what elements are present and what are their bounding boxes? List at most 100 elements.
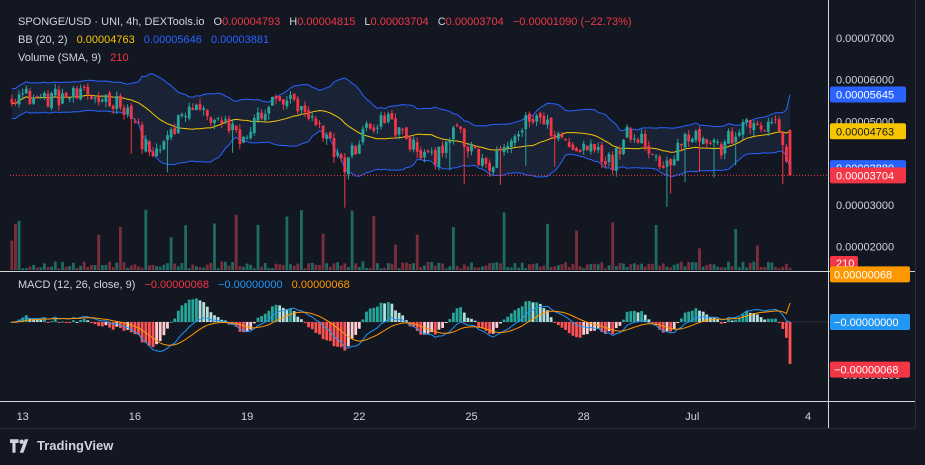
volume-bar xyxy=(723,267,727,270)
volume-bar xyxy=(647,263,651,270)
candle-body xyxy=(21,93,25,95)
macd-histogram-bar xyxy=(633,310,636,322)
candles xyxy=(10,83,792,208)
candle-body xyxy=(560,134,564,138)
candle-body xyxy=(176,115,180,133)
volume-bar xyxy=(712,264,716,270)
candle-body xyxy=(520,130,524,133)
volume-bar xyxy=(499,263,502,270)
candle-body xyxy=(314,118,318,126)
macd-badge xyxy=(830,314,910,330)
macd-histogram-bar xyxy=(683,312,687,322)
candle-body xyxy=(252,118,256,134)
volume-bar xyxy=(263,262,267,270)
candle-body xyxy=(455,125,459,126)
candle-body xyxy=(611,154,615,170)
macd-histogram-bar xyxy=(745,311,748,322)
macd-histogram-bar xyxy=(651,322,654,323)
time-tick-label: Jul xyxy=(685,411,699,423)
candle-body xyxy=(589,143,593,152)
volume-name: Volume (SMA, 9) xyxy=(18,52,102,64)
candle-body xyxy=(328,132,332,139)
candle-body xyxy=(318,123,321,124)
macd-histogram-bar xyxy=(759,317,763,322)
macd-histogram-bar xyxy=(466,317,470,322)
bb-upper-value: 0.00005646 xyxy=(143,34,202,46)
macd-histogram-bar xyxy=(21,317,25,322)
macd-histogram-bar xyxy=(394,310,397,322)
candle-body xyxy=(513,136,517,143)
volume-bar xyxy=(654,225,658,270)
volume-bar xyxy=(343,263,347,270)
macd-histogram-bar xyxy=(50,321,53,323)
tradingview-logo: TradingView xyxy=(10,438,113,453)
volume-bar xyxy=(405,262,408,270)
volume-bar xyxy=(336,262,339,270)
macd-histogram-bar xyxy=(390,303,394,322)
volume-bar xyxy=(256,224,260,270)
macd-histogram-bar xyxy=(748,312,752,322)
macd-histogram-bar xyxy=(325,322,329,341)
macd-histogram-bar xyxy=(622,319,625,322)
volume-bar xyxy=(423,265,426,270)
candle-body xyxy=(263,114,267,121)
time-axis[interactable]: 13 16 19 22 25 28 Jul 4 xyxy=(17,411,812,423)
volume-bar xyxy=(578,266,582,270)
macd-histogram-bar xyxy=(538,303,542,322)
close-value: 0.00003704 xyxy=(445,16,504,28)
volume-bar xyxy=(618,262,622,270)
macd-histogram-bar xyxy=(658,322,662,330)
candle-body xyxy=(289,95,292,99)
candle-body xyxy=(596,147,600,150)
macd-histogram-bar xyxy=(687,311,691,322)
macd-histogram-bar xyxy=(184,303,187,322)
volume-bar xyxy=(607,265,611,270)
bb-lower-value: 0.00003881 xyxy=(210,34,270,46)
candle-body xyxy=(242,136,245,143)
candle-body xyxy=(310,116,314,118)
macd-histogram-bar xyxy=(260,316,263,322)
macd-histogram-bar xyxy=(365,311,368,322)
candle-body xyxy=(661,166,665,169)
candle-body xyxy=(622,139,625,154)
macd-histogram-bar xyxy=(242,322,245,333)
macd-histogram-bar xyxy=(61,321,64,323)
volume-bar xyxy=(216,268,220,270)
volume-bar xyxy=(176,266,180,270)
volume-bar xyxy=(604,268,607,270)
volume-bar xyxy=(455,265,459,270)
macd-histogram-bar xyxy=(187,299,191,322)
candle-body xyxy=(68,98,72,100)
volume-bar xyxy=(140,267,144,270)
candle-body xyxy=(303,105,307,113)
candle-body xyxy=(28,90,32,105)
macd-badge-label: 0.00000068 xyxy=(834,269,892,281)
macd-signal-value: 0.00000068 xyxy=(291,279,350,291)
volume-bar xyxy=(672,264,676,270)
candle-body xyxy=(162,141,166,150)
volume-bar xyxy=(488,263,491,270)
volume-bar xyxy=(271,268,274,270)
volume-bar xyxy=(209,262,213,270)
macd-histogram-bar xyxy=(238,322,242,332)
volume-bar xyxy=(549,266,553,270)
candle-body xyxy=(737,132,741,136)
volume-legend: Volume (SMA, 9) 210 xyxy=(18,52,129,64)
candle-body xyxy=(104,95,108,102)
volume-bar xyxy=(245,263,249,270)
volume-bar xyxy=(93,265,97,270)
volume-bar xyxy=(376,263,379,270)
high-value: 0.00004815 xyxy=(297,16,356,28)
volume-bar xyxy=(658,265,662,270)
volume-bar xyxy=(466,266,470,270)
volume-bar xyxy=(560,264,564,270)
macd-histogram-bar xyxy=(339,322,343,348)
volume-bar xyxy=(166,263,169,270)
price-axis[interactable]: 0.00007000 0.00006000 0.00005000 0.00003000… xyxy=(830,33,910,382)
candle-body xyxy=(379,114,383,127)
macd-histogram-bar xyxy=(75,321,79,323)
candle-body xyxy=(271,97,274,106)
candle-body xyxy=(75,88,79,99)
high-label: H xyxy=(289,16,298,28)
